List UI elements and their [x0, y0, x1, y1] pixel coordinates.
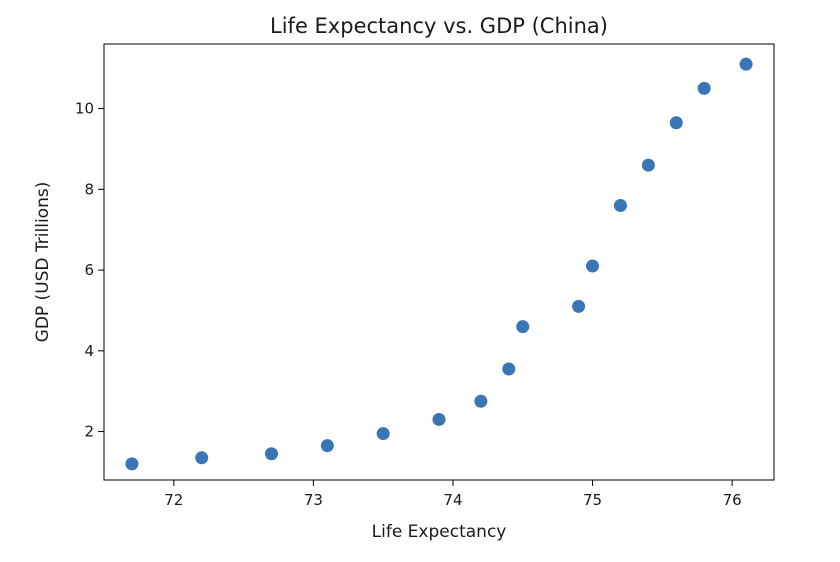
y-tick-label: 2	[84, 423, 94, 441]
data-point	[586, 259, 600, 273]
data-point	[516, 320, 530, 334]
x-tick-label: 73	[304, 491, 323, 509]
x-tick-label: 74	[443, 491, 462, 509]
data-point	[669, 116, 683, 130]
data-point	[320, 439, 334, 453]
data-point	[572, 299, 586, 313]
data-point	[697, 81, 711, 95]
x-axis: 72 73 74 75 76	[164, 480, 742, 509]
data-point	[195, 451, 209, 465]
data-point	[125, 457, 139, 471]
plot-area: 72 73 74 75 76 2 4 6 8 10	[75, 43, 775, 509]
x-tick-label: 75	[583, 491, 602, 509]
x-tick-label: 76	[723, 491, 742, 509]
data-point	[432, 412, 446, 426]
plot-frame	[103, 43, 775, 481]
data-points	[125, 57, 753, 471]
x-tick-label: 72	[164, 491, 183, 509]
y-tick-label: 6	[84, 261, 94, 279]
data-point	[739, 57, 753, 71]
chart-title: Life Expectancy vs. GDP (China)	[270, 14, 608, 38]
data-point	[265, 447, 278, 461]
y-tick-label: 4	[84, 342, 94, 360]
y-axis-label: GDP (USD Trillions)	[33, 182, 53, 343]
y-tick-label: 10	[75, 100, 94, 118]
data-point	[474, 394, 488, 408]
y-axis: 2 4 6 8 10	[75, 100, 104, 441]
data-point	[641, 158, 655, 172]
data-point	[502, 362, 516, 376]
data-point	[613, 198, 627, 212]
x-axis-label: Life Expectancy	[372, 522, 507, 542]
data-point	[376, 427, 390, 441]
y-tick-label: 8	[84, 180, 94, 198]
